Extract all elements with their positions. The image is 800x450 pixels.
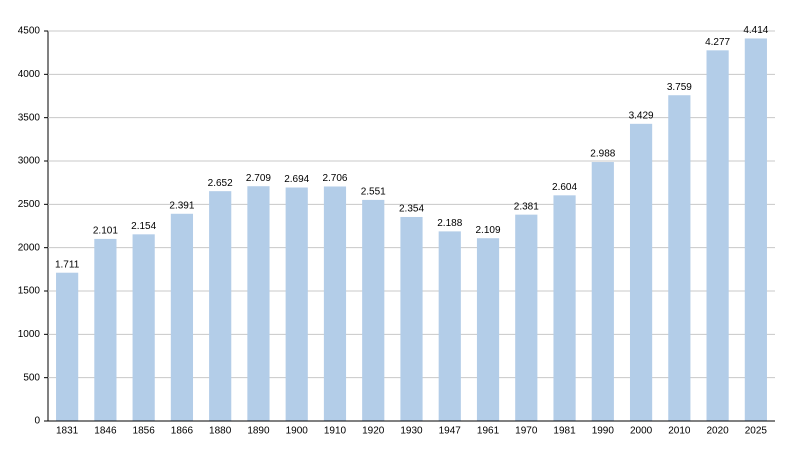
y-tick-label: 1000 (18, 329, 41, 340)
value-label: 2.354 (399, 204, 424, 215)
value-label: 2.381 (514, 201, 539, 212)
value-label: 4.277 (705, 37, 730, 48)
x-tick-label: 2000 (630, 426, 653, 437)
y-tick-label: 2000 (18, 242, 41, 253)
x-tick-label: 1990 (592, 426, 615, 437)
bar (362, 199, 385, 421)
value-label: 3.759 (667, 82, 692, 93)
y-tick-label: 1500 (18, 286, 41, 297)
x-tick-label: 2010 (668, 426, 691, 437)
x-tick-label: 1866 (171, 426, 194, 437)
x-tick-label: 1910 (324, 426, 347, 437)
x-tick-label: 1831 (56, 426, 79, 437)
bar (668, 95, 691, 421)
y-tick-label: 4000 (18, 69, 41, 80)
x-tick-label: 2020 (706, 426, 729, 437)
x-tick-label: 1947 (439, 426, 462, 437)
bar (247, 186, 270, 421)
x-tick-label: 2025 (745, 426, 768, 437)
bar (400, 216, 423, 421)
y-tick-label: 0 (34, 416, 40, 427)
value-label: 3.429 (629, 110, 654, 121)
y-tick-label: 500 (23, 372, 40, 383)
value-label: 2.551 (361, 187, 386, 198)
x-tick-label: 1920 (362, 426, 385, 437)
x-tick-label: 1900 (286, 426, 309, 437)
value-label: 2.709 (246, 173, 271, 184)
bar (438, 231, 461, 421)
y-tick-label: 3500 (18, 112, 41, 123)
value-label: 2.988 (590, 149, 615, 160)
x-tick-label: 1880 (209, 426, 232, 437)
bar (56, 272, 79, 421)
bar (629, 123, 653, 421)
x-tick-label: 1930 (400, 426, 423, 437)
x-tick-label: 1856 (133, 426, 156, 437)
x-tick-label: 1961 (477, 426, 500, 437)
y-tick-label: 2500 (18, 199, 41, 210)
value-label: 2.694 (284, 174, 309, 185)
bar (476, 238, 500, 421)
x-tick-label: 1846 (94, 426, 117, 437)
bar (285, 187, 308, 421)
x-tick-label: 1890 (247, 426, 270, 437)
y-tick-label: 4500 (18, 26, 41, 37)
value-label: 1.711 (55, 259, 80, 270)
value-label: 2.188 (437, 218, 462, 229)
value-label: 2.391 (169, 200, 194, 211)
x-tick-label: 1981 (553, 426, 576, 437)
value-label: 4.414 (743, 25, 768, 36)
value-label: 2.604 (552, 182, 577, 193)
x-tick-label: 1970 (515, 426, 538, 437)
bar (706, 50, 729, 422)
bar (323, 186, 347, 421)
bar (132, 234, 155, 421)
bar (94, 238, 117, 421)
value-label: 2.652 (208, 178, 233, 189)
bar (209, 191, 232, 421)
y-tick-label: 3000 (18, 156, 41, 167)
bar (744, 38, 767, 421)
bar (170, 213, 194, 421)
value-label: 2.706 (322, 173, 347, 184)
bar (591, 162, 614, 422)
bar (553, 195, 576, 421)
value-label: 2.101 (93, 226, 118, 237)
bar (515, 214, 538, 421)
value-label: 2.154 (131, 221, 156, 232)
value-label: 2.109 (476, 225, 501, 236)
